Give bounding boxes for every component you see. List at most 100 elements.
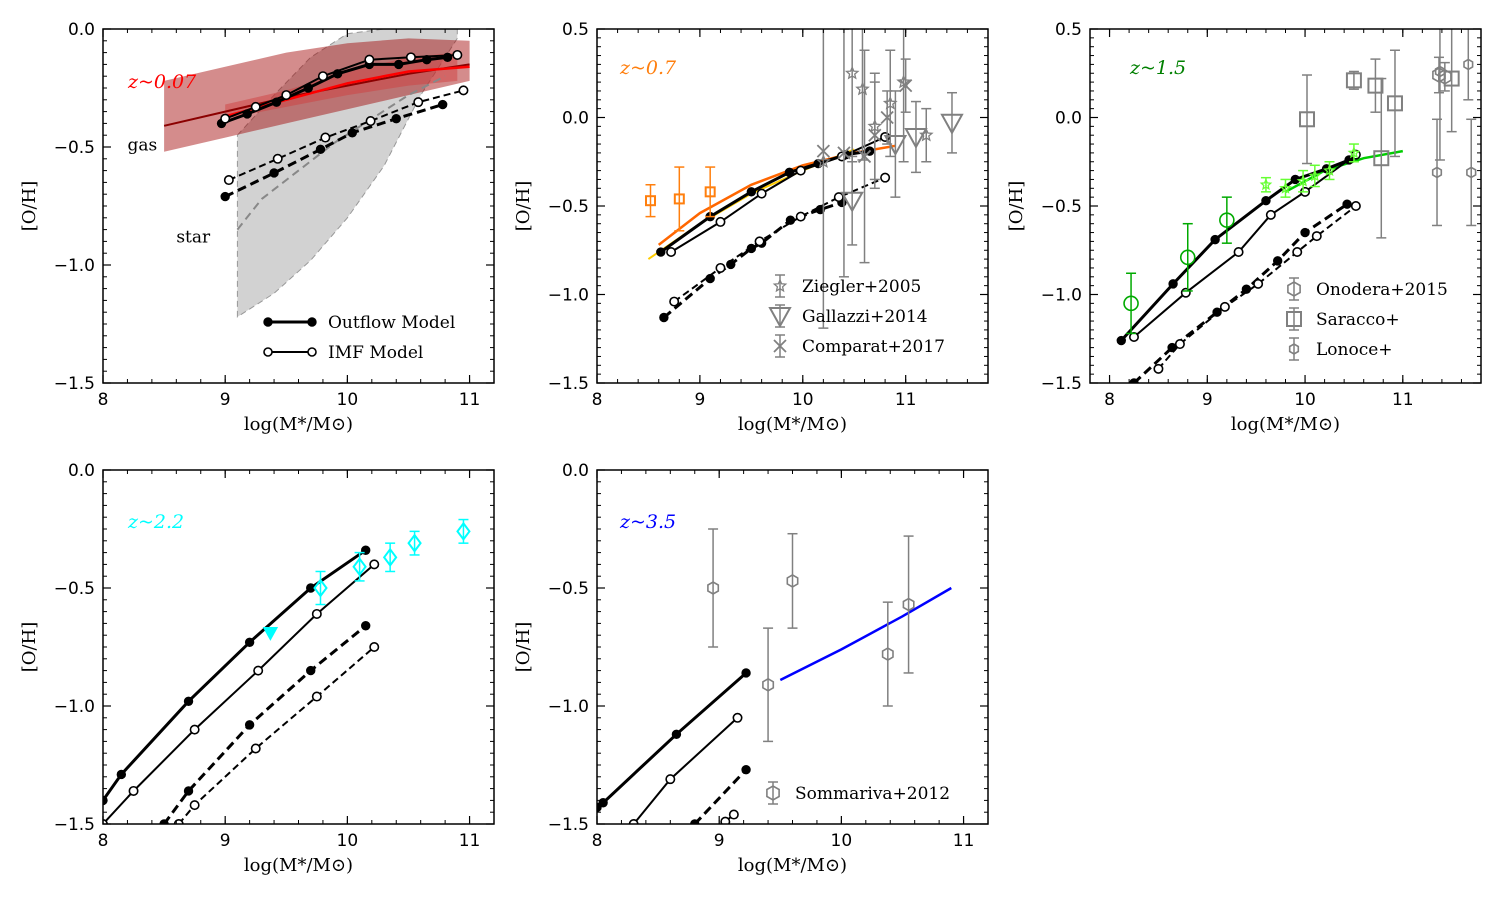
data-point [1345, 72, 1362, 89]
series-point [361, 621, 371, 631]
series-point [189, 800, 200, 811]
series-point [665, 774, 676, 785]
data-point [1323, 163, 1336, 176]
series-point [1311, 231, 1322, 242]
x-tick-label: 11 [895, 390, 917, 410]
x-tick-label: 9 [1202, 390, 1213, 410]
legend: Outflow Model IMF Model [263, 313, 455, 363]
data-point [1463, 58, 1474, 71]
data-point [1259, 178, 1273, 191]
series-point [833, 192, 844, 203]
series-point [369, 641, 380, 652]
data-point [918, 127, 934, 142]
data-point [904, 127, 928, 150]
x-tick-label: 8 [592, 390, 603, 410]
data-point [881, 647, 894, 662]
series-point [746, 243, 757, 254]
data-point [407, 533, 422, 553]
data-point [1219, 212, 1235, 228]
legend: Onodera+2015 Saracco+ Lonoce+ [1286, 277, 1448, 361]
x-axis-label: log(M*/M⊙) [738, 855, 847, 876]
legend-marker [263, 317, 273, 327]
x-axis-label: log(M*/M⊙) [244, 855, 353, 876]
series-point [746, 187, 757, 197]
x-tick-label: 10 [831, 831, 853, 851]
data-point [1373, 150, 1390, 167]
y-tick-label: 0.0 [1055, 109, 1082, 129]
y-tick-label: 0.0 [562, 109, 589, 129]
legend-label: Sommariva+2012 [795, 784, 950, 804]
y-tick-label: −0.5 [1041, 197, 1082, 217]
series-point [317, 71, 328, 82]
data-point [704, 186, 716, 198]
series-point [281, 90, 292, 101]
y-tick-label: −1.5 [1041, 374, 1082, 394]
plot-area [103, 518, 471, 824]
series-point [720, 816, 731, 824]
series-point [183, 786, 194, 796]
series-line [228, 89, 464, 181]
data-point [762, 677, 775, 692]
x-axis-label: log(M*/M⊙) [738, 414, 847, 435]
data-point [855, 81, 870, 96]
series-point [393, 59, 404, 70]
legend-label: Lonoce+ [1316, 340, 1393, 360]
series-point [795, 211, 806, 222]
data-point [882, 95, 898, 110]
series-point [272, 153, 283, 164]
x-tick-label: 9 [220, 831, 231, 851]
series-point [754, 236, 765, 247]
y-tick-label: −0.5 [548, 197, 589, 217]
data-point [1279, 181, 1292, 194]
data-point [816, 144, 831, 158]
series-point [244, 720, 255, 730]
data-point [313, 578, 328, 598]
y-tick-label: 0.5 [1055, 20, 1082, 40]
series-point [1342, 199, 1352, 209]
legend-marker [307, 317, 317, 327]
series-point [1300, 227, 1310, 238]
x-tick-label: 9 [694, 390, 705, 410]
plot-area [645, 29, 964, 329]
y-tick-label: −1.0 [1041, 286, 1082, 306]
y-tick-label: −0.5 [54, 138, 95, 158]
series-point [1116, 335, 1126, 346]
series-point [1180, 287, 1191, 298]
y-tick-label: −1.0 [548, 286, 589, 306]
series-point [452, 49, 463, 60]
legend-label: IMF Model [328, 343, 423, 363]
series-point [220, 191, 230, 202]
series-line [779, 586, 952, 682]
x-tick-label: 10 [1294, 390, 1316, 410]
data-point [1443, 70, 1460, 87]
series-point [1168, 279, 1178, 289]
panel-p4: 8 9 10 11 −1.5 −1.0 −0.5 0.0 log(M*/M⊙) [O/H] z~2.… [19, 461, 495, 876]
y-tick-label: −1.5 [54, 815, 95, 835]
data-point [1386, 95, 1403, 112]
series-point [244, 637, 255, 647]
legend-label: Saracco+ [1316, 310, 1400, 330]
legend: Ziegler+2005 Gallazzi+2014 Comparat+2017 [768, 274, 945, 358]
series-line [224, 103, 444, 198]
series-point [347, 128, 357, 138]
x-tick-label: 11 [1392, 390, 1414, 410]
plot-area [163, 29, 470, 318]
series-point [795, 165, 806, 176]
data-point [786, 573, 799, 588]
series-point [756, 188, 767, 199]
series-point [659, 312, 669, 323]
y-axis-label: [O/H] [1006, 181, 1027, 232]
x-axis-label: log(M*/M⊙) [1231, 414, 1340, 435]
series-point [732, 712, 743, 723]
legend: Sommariva+2012 [766, 781, 950, 805]
series-point [189, 724, 200, 735]
x-tick-label: 11 [459, 390, 481, 410]
panel-title: z~0.07 [127, 71, 197, 93]
data-point [1466, 166, 1477, 179]
series-point [128, 785, 139, 796]
y-tick-label: 0.5 [562, 20, 589, 40]
series-point [1265, 209, 1276, 220]
data-point [262, 627, 279, 641]
panel-p3: 8 9 10 11 −1.5 −1.0 −0.5 0.0 0.5 log(M*/M⊙) [O/H] z… [1006, 20, 1482, 435]
